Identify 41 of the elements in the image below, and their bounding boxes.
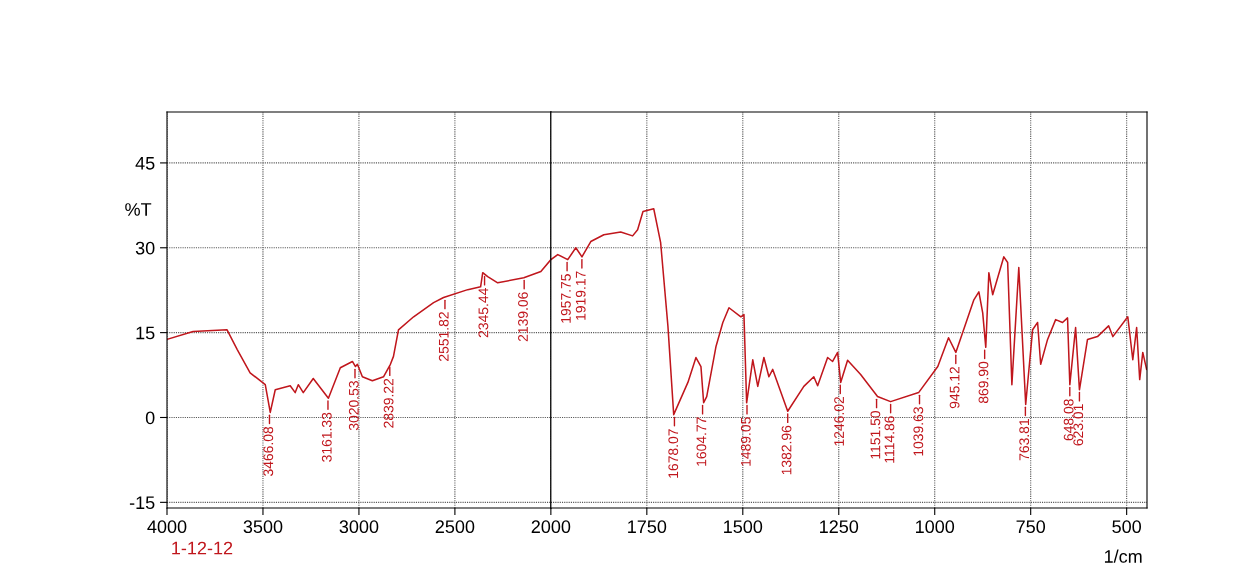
x-tick-label: 1750	[628, 520, 667, 534]
annotation: 1489.05	[740, 417, 751, 466]
y-tick-label: 45	[135, 157, 155, 170]
x-tick-label: 3500	[243, 520, 283, 534]
annotation: 3020.53	[348, 381, 359, 431]
x-tick-label: 1000	[916, 520, 955, 534]
x-tick-label: 4000	[147, 520, 187, 534]
annotation: 1678.07	[668, 429, 679, 478]
annotation: 1114.86	[884, 416, 895, 463]
x-tick-label: 3000	[339, 520, 379, 534]
y-tick-label: -15	[129, 496, 155, 510]
y-axis-title: %T	[125, 203, 152, 216]
y-tick-label: 15	[136, 326, 155, 340]
y-tick-label: 30	[135, 241, 155, 255]
annotation: 1382.96	[781, 425, 792, 475]
x-tick-label: 750	[1016, 520, 1046, 534]
x-tick-label: 1250	[820, 520, 859, 534]
annotation: 1919.17	[575, 271, 586, 320]
annotation: 3161.33	[321, 412, 332, 462]
annotation: 2551.82	[438, 312, 449, 361]
x-tick-label: 1500	[724, 520, 763, 534]
x-tick-label: 500	[1112, 520, 1142, 534]
annotation: 869.90	[978, 361, 989, 404]
annotation: 1604.77	[696, 417, 707, 466]
x-tick-label: 2500	[435, 520, 475, 534]
annotation: 2345.44	[478, 288, 489, 338]
annotation: 2139.06	[518, 292, 528, 342]
annotation: 623.01	[1073, 404, 1084, 446]
annotation: 648.08	[1063, 399, 1074, 441]
annotation: 1039.63	[913, 407, 924, 456]
annotation: 1246.02	[834, 396, 845, 446]
x-axis-title: 1/cm	[1104, 549, 1142, 563]
annotation: 1151.50	[870, 410, 881, 459]
y-tick-label: 0	[145, 411, 155, 425]
annotation: 763.81	[1019, 419, 1030, 461]
annotation: 945.12	[949, 367, 960, 409]
annotation: 2839.22	[383, 378, 394, 428]
text: 1-12-12	[172, 541, 233, 555]
annotation: 3466.08	[263, 426, 274, 476]
x-tick-label: 2000	[531, 520, 571, 534]
annotation: 1957.75	[560, 274, 571, 323]
